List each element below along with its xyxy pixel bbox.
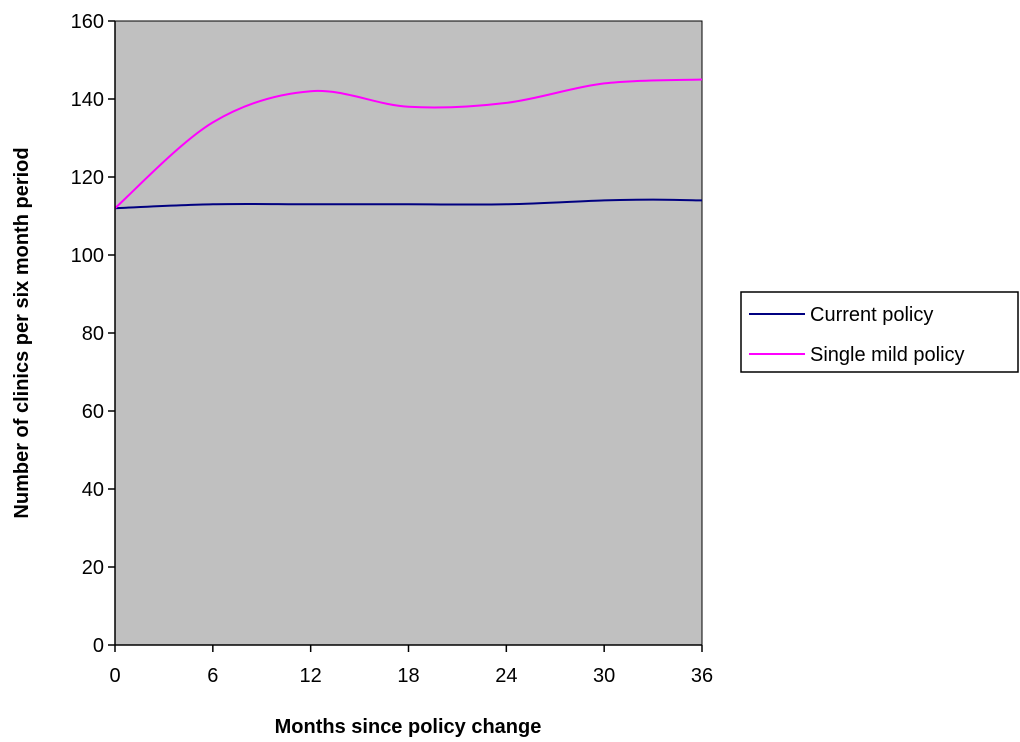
- x-tick-label: 30: [593, 665, 615, 687]
- y-tick-label: 140: [71, 89, 104, 111]
- legend-box: [740, 291, 1019, 373]
- y-axis-title: Number of clinics per six month period: [11, 147, 33, 518]
- plot-area: [114, 20, 703, 646]
- x-tick-label: 24: [495, 665, 517, 687]
- y-tick-label: 80: [82, 323, 104, 345]
- x-tick-label: 0: [109, 665, 120, 687]
- legend-label-2: Single mild policy: [810, 344, 965, 366]
- y-tick-label: 100: [71, 245, 104, 267]
- x-tick-label: 6: [207, 665, 218, 687]
- series-line-2: [114, 78, 703, 209]
- y-tick-label: 40: [82, 479, 104, 501]
- axes-layer: 0 20 40 60 80 100 120 140 160 0 6 12 18 24 30 36: [71, 11, 714, 687]
- x-tick-label: 12: [300, 665, 322, 687]
- y-tick-label: 0: [93, 635, 104, 657]
- y-tick-label: 20: [82, 557, 104, 579]
- y-tick-label: 120: [71, 167, 104, 189]
- x-tick-label: 18: [397, 665, 419, 687]
- x-axis-title: Months since policy change: [275, 716, 542, 738]
- series-line-1: [114, 198, 703, 210]
- legend: Current policy Single mild policy: [740, 291, 1019, 373]
- y-tick-label: 60: [82, 401, 104, 423]
- y-tick-label: 160: [71, 11, 104, 33]
- x-tick-label: 36: [691, 665, 713, 687]
- series-layer: [114, 78, 703, 210]
- legend-label-1: Current policy: [810, 304, 933, 326]
